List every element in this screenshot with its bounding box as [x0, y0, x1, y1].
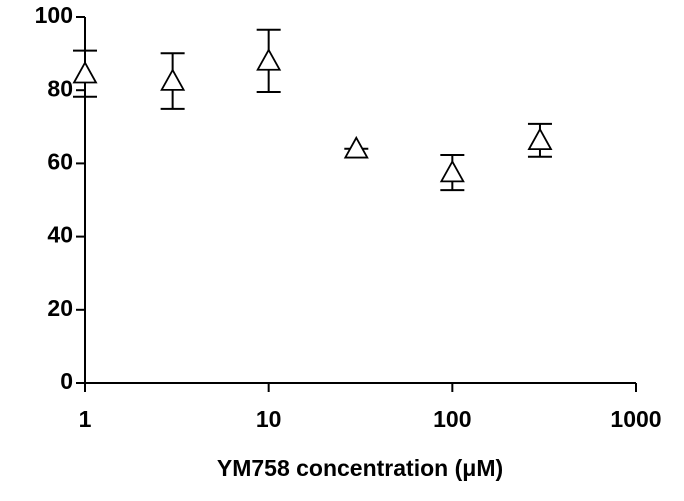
y-tick-label: 40: [47, 222, 73, 248]
marker: [439, 159, 465, 183]
x-axis-label: YM758 concentration (μM): [217, 455, 503, 481]
y-tick-label: 100: [35, 2, 73, 28]
marker: [527, 127, 553, 151]
x-tick-label: 10: [256, 406, 282, 432]
marker: [72, 60, 98, 84]
x-tick-label: 1: [79, 406, 92, 432]
y-tick-label: 20: [47, 295, 73, 321]
y-tick-label: 80: [47, 75, 73, 101]
marker: [256, 48, 282, 71]
x-tick-label: 100: [433, 406, 471, 432]
x-tick-label: 1000: [610, 406, 661, 432]
y-tick-label: 0: [60, 368, 73, 394]
marker: [160, 68, 186, 91]
y-tick-label: 60: [47, 148, 73, 174]
marker: [343, 135, 369, 159]
